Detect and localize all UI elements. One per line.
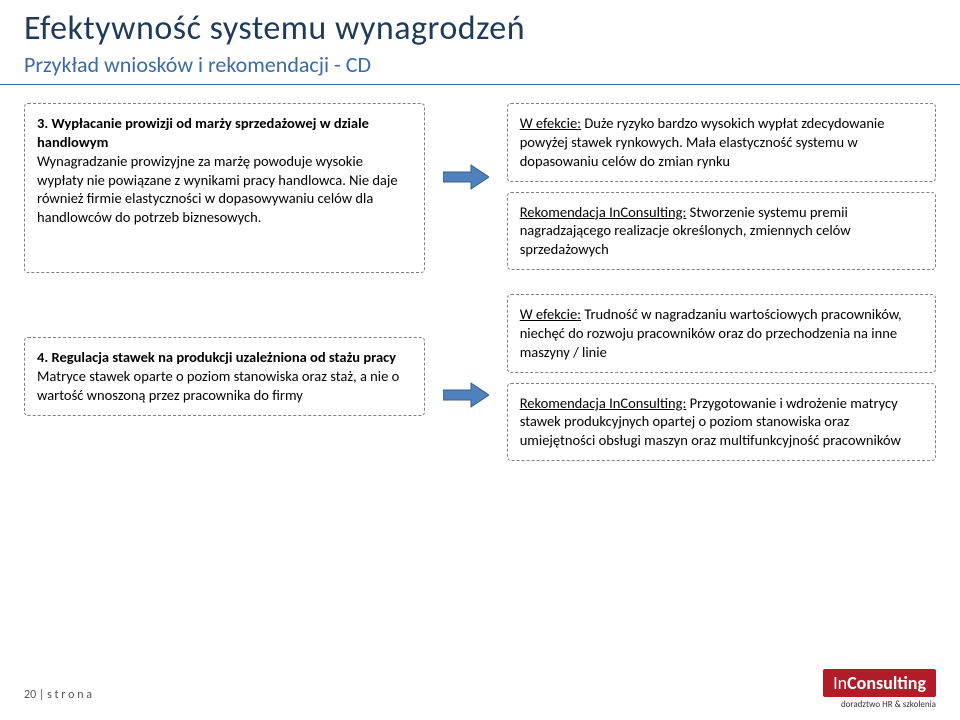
logo: InConsulting doradztwo HR & szkolenia bbox=[823, 669, 936, 710]
right-effect-2: W efekcie: Trudność w nagradzaniu wartoś… bbox=[507, 294, 936, 373]
page-number: 20 bbox=[24, 688, 36, 702]
right-effect-1: W efekcie: Duże ryzyko bardzo wysokich w… bbox=[507, 103, 936, 182]
arrow-icon bbox=[443, 163, 489, 191]
left-box-1: 3. Wypłacanie prowizji od marży sprzedaż… bbox=[24, 103, 425, 273]
page-footer: 20 | s t r o n a bbox=[24, 688, 92, 702]
left-box-2-head: 4. Regulacja stawek na produkcji uzależn… bbox=[37, 348, 396, 366]
spacer bbox=[24, 291, 425, 319]
right-column: W efekcie: Duże ryzyko bardzo wysokich w… bbox=[507, 103, 936, 461]
left-box-2-body: Matryce stawek oparte o poziom stanowisk… bbox=[37, 367, 399, 404]
logo-rest: Consulting bbox=[847, 672, 926, 694]
left-column: 3. Wypłacanie prowizji od marży sprzedaż… bbox=[24, 103, 425, 461]
right-group-1: W efekcie: Duże ryzyko bardzo wysokich w… bbox=[507, 103, 936, 270]
effect-label: W efekcie: bbox=[520, 305, 581, 323]
left-box-2: 4. Regulacja stawek na produkcji uzależn… bbox=[24, 337, 425, 416]
rec-label: Rekomendacja InConsulting: bbox=[520, 394, 687, 412]
effect-label: W efekcie: bbox=[520, 114, 581, 132]
content-area: 3. Wypłacanie prowizji od marży sprzedaż… bbox=[0, 85, 960, 461]
page-title: Efektywność systemu wynagrodzeń bbox=[24, 8, 936, 49]
arrow-icon bbox=[443, 381, 489, 409]
right-rec-2: Rekomendacja InConsulting: Przygotowanie… bbox=[507, 383, 936, 462]
rec-label: Rekomendacja InConsulting: bbox=[520, 203, 687, 221]
footer-label: s t r o n a bbox=[47, 688, 92, 702]
logo-in: In bbox=[833, 672, 847, 694]
title-bar: Efektywność systemu wynagrodzeń Przykład… bbox=[0, 0, 960, 85]
left-box-1-body: Wynagradzanie prowizyjne za marżę powodu… bbox=[37, 152, 398, 227]
logo-sub: doradztwo HR & szkolenia bbox=[823, 699, 936, 710]
logo-box: InConsulting bbox=[823, 669, 936, 697]
right-rec-1: Rekomendacja InConsulting: Stworzenie sy… bbox=[507, 192, 936, 271]
page-subtitle: Przykład wniosków i rekomendacji - CD bbox=[24, 51, 936, 78]
arrow-column bbox=[443, 103, 489, 461]
right-group-2: W efekcie: Trudność w nagradzaniu wartoś… bbox=[507, 294, 936, 461]
left-box-1-head: 3. Wypłacanie prowizji od marży sprzedaż… bbox=[37, 114, 369, 151]
footer-sep: | bbox=[36, 688, 47, 702]
